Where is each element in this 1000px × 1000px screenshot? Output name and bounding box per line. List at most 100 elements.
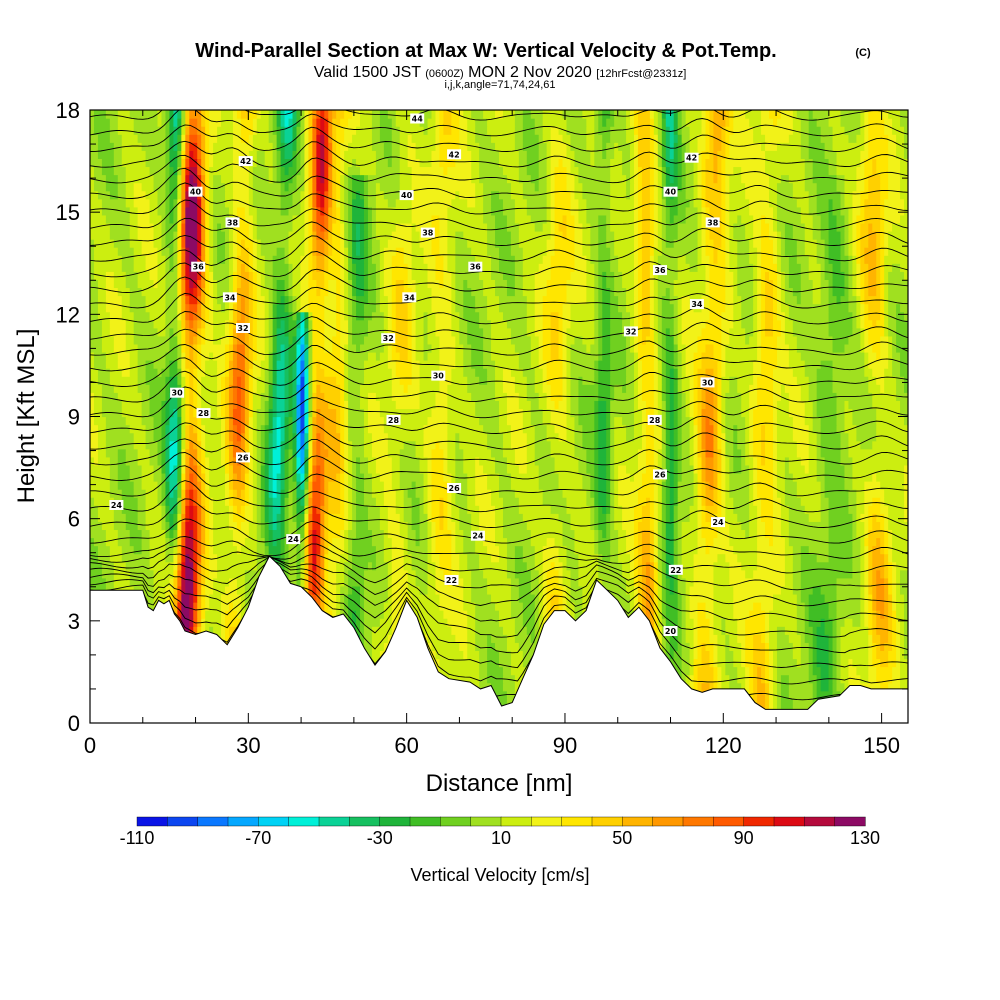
velocity-cell [705, 481, 711, 490]
velocity-cell [228, 505, 234, 514]
velocity-cell [661, 448, 667, 458]
velocity-cell [653, 424, 663, 434]
velocity-cell [324, 424, 337, 434]
velocity-cell [177, 327, 182, 337]
velocity-cell [201, 577, 206, 587]
velocity-cell [105, 577, 115, 587]
velocity-cell [721, 448, 726, 458]
velocity-cell [542, 327, 552, 337]
velocity-cell [800, 351, 865, 361]
velocity-cell [443, 456, 448, 466]
velocity-cell [296, 448, 302, 458]
velocity-cell [101, 335, 115, 345]
velocity-cell [721, 424, 726, 434]
velocity-cell [90, 505, 99, 514]
velocity-cell [697, 440, 703, 450]
velocity-cell [228, 577, 238, 587]
velocity-cell [443, 674, 480, 684]
velocity-cell [685, 674, 691, 684]
velocity-cell [630, 553, 635, 563]
velocity-cell [506, 456, 516, 466]
velocity-cell [534, 384, 544, 393]
velocity-cell [844, 343, 861, 353]
velocity-cell [506, 464, 520, 474]
velocity-cell [232, 351, 238, 361]
velocity-cell [808, 448, 818, 458]
velocity-cell [566, 327, 595, 337]
velocity-cell [308, 521, 313, 531]
velocity-cell [701, 521, 718, 531]
velocity-cell [610, 408, 635, 418]
velocity-cell [884, 593, 889, 603]
velocity-cell [256, 529, 262, 539]
velocity-cell [876, 537, 881, 547]
velocity-cell [852, 618, 861, 627]
velocity-cell [197, 577, 202, 587]
velocity-cell [475, 464, 484, 474]
velocity-cell [717, 497, 722, 506]
velocity-cell [296, 472, 302, 482]
velocity-cell [256, 472, 262, 482]
velocity-cell [657, 602, 663, 611]
velocity-cell [550, 351, 560, 361]
velocity-cell [598, 529, 603, 539]
velocity-cell [491, 497, 504, 506]
velocity-cell [681, 456, 691, 466]
velocity-cell [896, 650, 901, 660]
velocity-cell [673, 360, 679, 369]
velocity-cell [185, 456, 190, 466]
velocity-cell [292, 408, 298, 418]
velocity-cell [701, 384, 707, 393]
velocity-cell [594, 440, 599, 450]
velocity-cell [796, 335, 834, 345]
velocity-cell [137, 448, 151, 458]
velocity-cell [610, 368, 627, 377]
velocity-cell [574, 416, 580, 426]
velocity-cell [101, 327, 111, 337]
velocity-cell [185, 376, 190, 385]
velocity-cell [280, 545, 286, 555]
velocity-cell [502, 368, 512, 377]
velocity-cell [896, 335, 908, 345]
velocity-cell [530, 569, 540, 579]
velocity-cell [371, 489, 385, 498]
velocity-cell [324, 464, 341, 474]
velocity-cell [352, 537, 373, 547]
velocity-cell [308, 448, 313, 458]
velocity-cell [757, 343, 762, 353]
velocity-cell [284, 481, 290, 490]
velocity-cell [784, 481, 798, 490]
velocity-cell [324, 505, 329, 514]
velocity-cell [693, 408, 699, 418]
velocity-cell [904, 610, 908, 619]
velocity-cell [471, 360, 484, 369]
velocity-cell [399, 472, 425, 482]
velocity-cell [252, 424, 258, 434]
velocity-cell [284, 432, 290, 442]
velocity-cell [324, 545, 329, 555]
velocity-cell [884, 602, 889, 611]
velocity-cell [761, 456, 766, 466]
velocity-cell [117, 360, 131, 369]
velocity-cell [292, 448, 298, 458]
velocity-cell [816, 400, 838, 410]
velocity-cell [129, 577, 155, 587]
velocity-cell [332, 335, 341, 345]
velocity-cell [820, 682, 830, 692]
velocity-cell [665, 416, 671, 426]
velocity-cell [713, 585, 734, 595]
velocity-cell [526, 327, 536, 337]
velocity-cell [439, 505, 445, 514]
velocity-cell [729, 561, 742, 571]
velocity-cell [610, 545, 619, 555]
velocity-cell [336, 424, 341, 434]
velocity-cell [431, 472, 445, 482]
velocity-cell [518, 392, 528, 401]
velocity-cell [542, 351, 552, 361]
velocity-cell [284, 384, 290, 393]
velocity-cell [645, 585, 651, 595]
velocity-cell [713, 537, 730, 547]
velocity-cell [634, 424, 643, 434]
velocity-cell [729, 529, 746, 539]
velocity-cell [280, 424, 286, 434]
